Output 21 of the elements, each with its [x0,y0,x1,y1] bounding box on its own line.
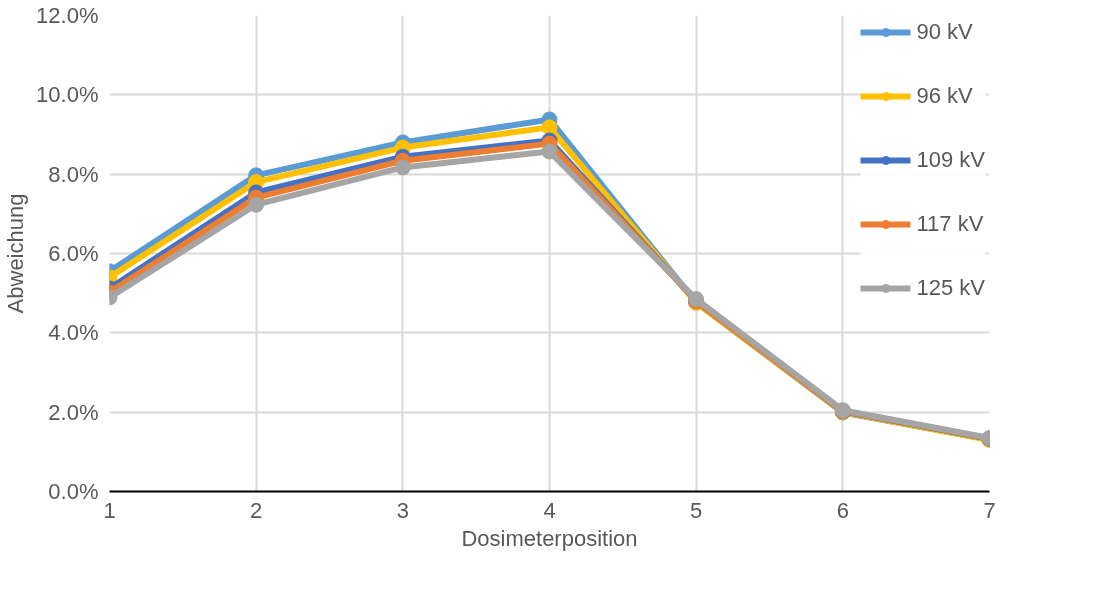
legend-label: 96 kV [916,83,973,109]
x-tick-label: 3 [396,497,409,523]
y-tick-label: 10.0% [36,82,99,108]
legend-label: 90 kV [916,19,973,45]
x-tick-label: 5 [690,497,703,523]
y-tick-label: 0.0% [48,479,99,504]
x-tick-label: 1 [103,497,116,523]
x-tick-label: 7 [983,497,996,523]
legend-label: 125 kV [916,275,985,301]
y-axis-title: Abweichung [3,193,29,314]
y-tick-label: 6.0% [48,241,99,266]
y-tick-label: 4.0% [48,320,99,346]
legend-label: 117 kV [916,211,984,237]
y-tick-label: 12.0% [36,3,99,28]
x-tick-label: 6 [836,497,849,523]
x-tick-label: 4 [543,497,556,523]
x-axis-title: Dosimeterposition [461,525,638,551]
y-tick-label: 2.0% [48,399,99,425]
x-tick-label: 2 [250,497,263,523]
y-tick-label: 8.0% [48,161,99,187]
legend-label: 109 kV [916,147,985,173]
